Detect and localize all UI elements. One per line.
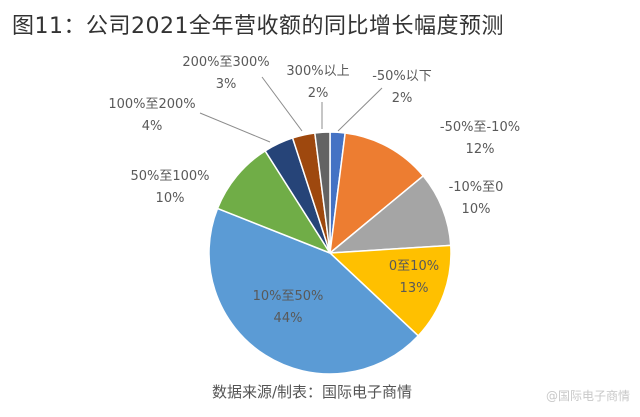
pie-slice [208, 207, 420, 375]
leader-line [199, 112, 271, 143]
slice-value-label: 2% [392, 91, 413, 106]
slice-category-label: -10%至0 [449, 180, 504, 195]
slice-value-label: 3% [216, 77, 237, 92]
slice-value-label: 2% [308, 86, 329, 101]
pie-slice [216, 149, 332, 255]
slice-category-label: 10%至50% [253, 289, 324, 304]
data-labels: -50%以下 2% -50%至-10% 12% -10%至0 10% 0至10% 13% 10%… [108, 55, 520, 326]
slice-value-label: 12% [466, 142, 495, 157]
slice-value-label: 10% [462, 202, 491, 217]
slice-category-label: -50%至-10% [440, 120, 520, 135]
pie-slices [208, 131, 452, 375]
slice-category-label: 0至10% [389, 259, 439, 274]
pie-slice [313, 131, 331, 254]
pie-slice [327, 174, 452, 254]
slice-value-label: 13% [400, 281, 429, 296]
chart-title: 图11：公司2021全年营收额的同比增长幅度预测 [12, 14, 504, 39]
slice-category-label: -50%以下 [372, 69, 432, 84]
slice-category-label: 200%至300% [182, 55, 269, 70]
slice-category-label: 50%至100% [130, 169, 209, 184]
slice-category-label: 100%至200% [108, 97, 195, 112]
slice-value-label: 4% [142, 119, 163, 134]
watermark: @国际电子商情 [545, 389, 630, 403]
leader-lines [199, 76, 383, 143]
pie-slice [329, 132, 425, 255]
slice-value-label: 44% [274, 311, 303, 326]
leader-line [337, 87, 383, 132]
pie-slice [328, 244, 452, 337]
leader-line [261, 76, 303, 132]
slice-category-label: 300%以上 [286, 64, 349, 79]
slice-value-label: 10% [156, 191, 185, 206]
source-note: 数据来源/制表：国际电子商情 [212, 383, 413, 401]
